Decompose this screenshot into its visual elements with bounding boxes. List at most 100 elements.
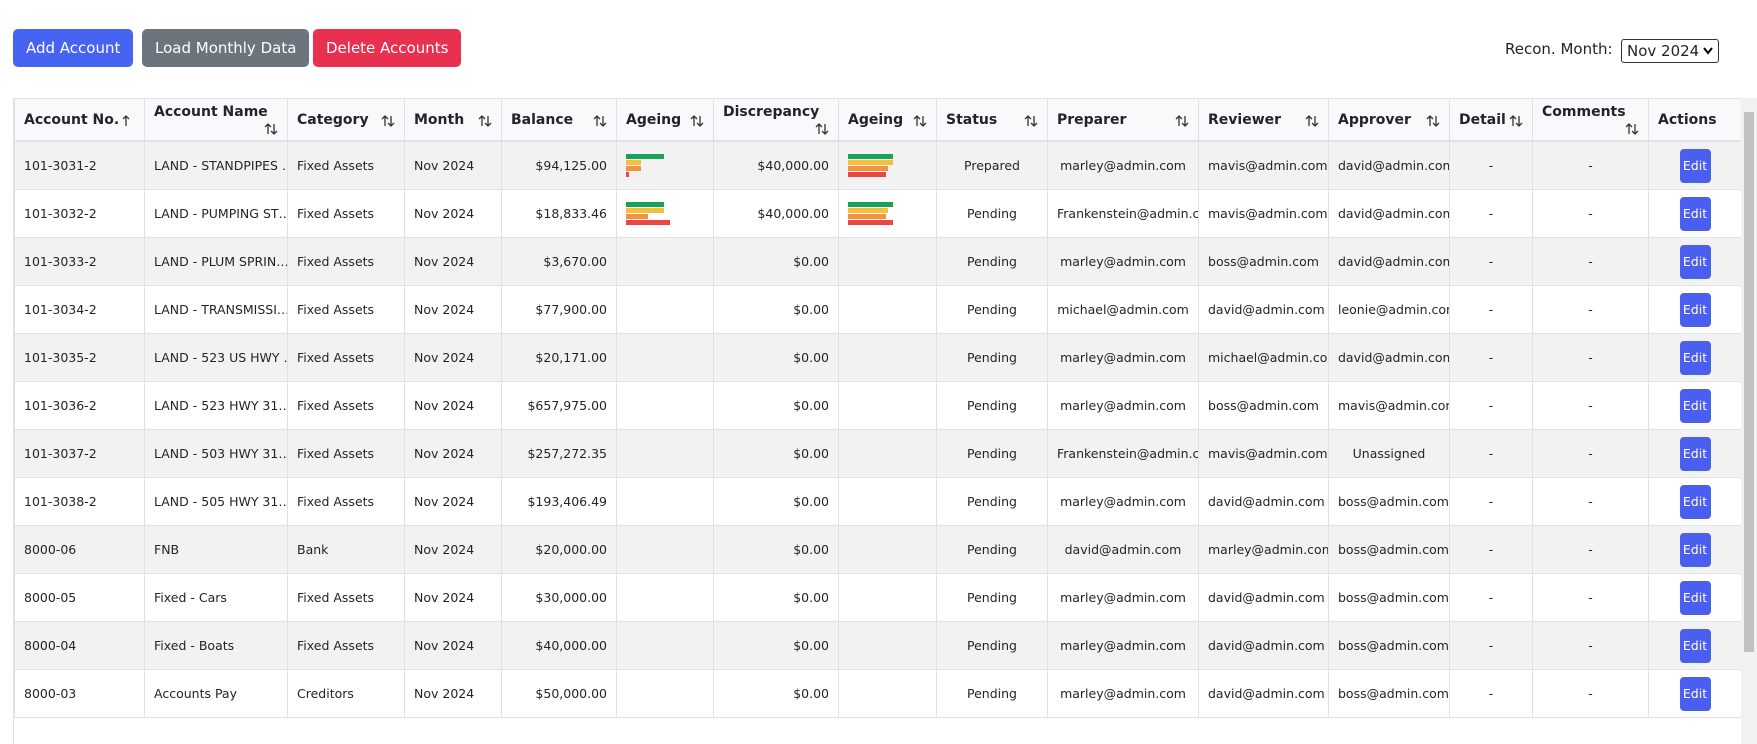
table-row: 101-3031-2 LAND - STANDPIPES … Fixed Asset… [14, 140, 1742, 190]
column-header[interactable]: Account No. [14, 98, 145, 142]
table-cell: - [1449, 140, 1533, 190]
cell-text: boss@admin.com [1338, 542, 1449, 557]
edit-button[interactable]: Edit [1679, 196, 1711, 231]
cell-text: boss@admin.com [1208, 254, 1319, 269]
column-header[interactable]: Detail [1449, 98, 1533, 142]
edit-button[interactable]: Edit [1679, 244, 1711, 279]
table-cell: david@admin.com [1328, 189, 1450, 238]
edit-button[interactable]: Edit [1679, 148, 1711, 183]
sort-icon[interactable] [1305, 114, 1319, 128]
scroll-thumb[interactable] [1744, 112, 1754, 652]
column-header[interactable]: Category [287, 98, 405, 142]
column-header[interactable]: Discrepancy [713, 98, 839, 142]
sort-icon[interactable] [815, 122, 829, 136]
column-header[interactable]: Ageing [616, 98, 714, 142]
table-cell: LAND - TRANSMISSI… [144, 285, 288, 334]
table-cell: 8000-04 [14, 621, 145, 670]
table-cell: $40,000.00 [713, 189, 839, 238]
table-cell: - [1449, 237, 1533, 286]
cell-text: Nov 2024 [414, 206, 475, 221]
cell-text: Pending [967, 350, 1017, 365]
edit-button[interactable]: Edit [1679, 532, 1711, 567]
cell-text: marley@admin.com [1208, 542, 1329, 557]
sort-icon[interactable] [264, 122, 278, 136]
cell-text: - [1488, 398, 1494, 413]
table-cell: david@admin.com [1328, 237, 1450, 286]
column-header[interactable]: Status [936, 98, 1048, 142]
cell-text: - [1588, 206, 1593, 221]
edit-button[interactable]: Edit [1679, 484, 1711, 519]
sort-icon[interactable] [1175, 114, 1189, 128]
column-header[interactable]: Ageing [838, 98, 937, 142]
cell-text: Fixed - Boats [154, 638, 235, 653]
table-cell: Fixed Assets [287, 621, 405, 670]
table-cell: Edit [1648, 621, 1742, 670]
column-header[interactable]: Month [404, 98, 502, 142]
sort-icon[interactable] [1625, 122, 1639, 136]
cell-text: Pending [967, 686, 1017, 701]
ageing-bar [848, 214, 886, 219]
column-header[interactable]: Approver [1328, 98, 1450, 142]
sort-icon[interactable] [1426, 114, 1440, 128]
cell-text: Pending [967, 638, 1017, 653]
column-header[interactable]: Comments [1532, 98, 1649, 142]
sort-icon[interactable] [593, 114, 607, 128]
table-cell: Frankenstein@admin.c… [1047, 189, 1199, 238]
load-data-button[interactable]: Load Monthly Data [142, 29, 310, 67]
edit-button[interactable]: Edit [1679, 628, 1711, 663]
cell-text: LAND - 523 HWY 31… [154, 398, 288, 413]
table-cell: mavis@admin.com [1198, 189, 1329, 238]
cell-text: boss@admin.com [1338, 686, 1449, 701]
edit-button[interactable]: Edit [1679, 436, 1711, 471]
sort-icon[interactable] [381, 114, 395, 128]
table-cell: marley@admin.com [1047, 573, 1199, 622]
table-cell: Fixed Assets [287, 477, 405, 526]
edit-button[interactable]: Edit [1679, 292, 1711, 327]
edit-button[interactable]: Edit [1679, 388, 1711, 423]
column-header[interactable]: Account Name [144, 98, 288, 142]
cell-text: marley@admin.com [1060, 350, 1186, 365]
table-cell [838, 381, 937, 430]
header-text: Comments [1542, 103, 1626, 120]
column-header[interactable]: Actions [1648, 98, 1742, 142]
edit-button[interactable]: Edit [1679, 340, 1711, 375]
table-cell: Fixed Assets [287, 140, 405, 190]
table-cell: - [1532, 333, 1649, 382]
ageing-bar [848, 160, 893, 165]
table-cell: - [1449, 525, 1533, 574]
sort-icon[interactable] [913, 114, 927, 128]
sort-icon[interactable] [1509, 114, 1523, 128]
cell-text: LAND - TRANSMISSI… [154, 302, 288, 317]
cell-text: boss@admin.com [1338, 638, 1449, 653]
table-cell: Nov 2024 [404, 429, 502, 478]
cell-text: $20,171.00 [535, 350, 607, 365]
cell-text: Prepared [964, 158, 1020, 173]
scrollbar[interactable] [1741, 98, 1757, 744]
table-cell: david@admin.com [1047, 525, 1199, 574]
cell-text: mavis@admin.com [1208, 158, 1328, 173]
cell-text: Fixed Assets [297, 638, 375, 653]
edit-button[interactable]: Edit [1679, 580, 1711, 615]
column-header[interactable]: Balance [501, 98, 617, 142]
table-cell: - [1449, 381, 1533, 430]
table-row: 8000-04 Fixed - Boats Fixed Assets Nov 2024… [14, 621, 1742, 670]
table-cell: Pending [936, 477, 1048, 526]
edit-button[interactable]: Edit [1679, 676, 1711, 711]
table-cell [616, 573, 714, 622]
table-cell: 101-3032-2 [14, 189, 145, 238]
cell-text: - [1588, 686, 1593, 701]
sort-icon[interactable] [1024, 114, 1038, 128]
cell-text: $0.00 [793, 302, 829, 317]
sort-icon[interactable] [121, 114, 135, 128]
column-header[interactable]: Reviewer [1198, 98, 1329, 142]
add-account-button[interactable]: Add Account [13, 29, 134, 67]
month-select[interactable]: Nov 2024 [1621, 39, 1719, 63]
column-header[interactable]: Preparer [1047, 98, 1199, 142]
table-cell: FNB [144, 525, 288, 574]
cell-text: - [1488, 254, 1494, 269]
delete-button[interactable]: Delete Accounts [313, 29, 462, 67]
sort-icon[interactable] [478, 114, 492, 128]
accounts-table: Account No. Account Name Category Month Bala… [14, 98, 1742, 718]
table-row: 8000-05 Fixed - Cars Fixed Assets Nov 2024 $… [14, 573, 1742, 622]
sort-icon[interactable] [690, 114, 704, 128]
